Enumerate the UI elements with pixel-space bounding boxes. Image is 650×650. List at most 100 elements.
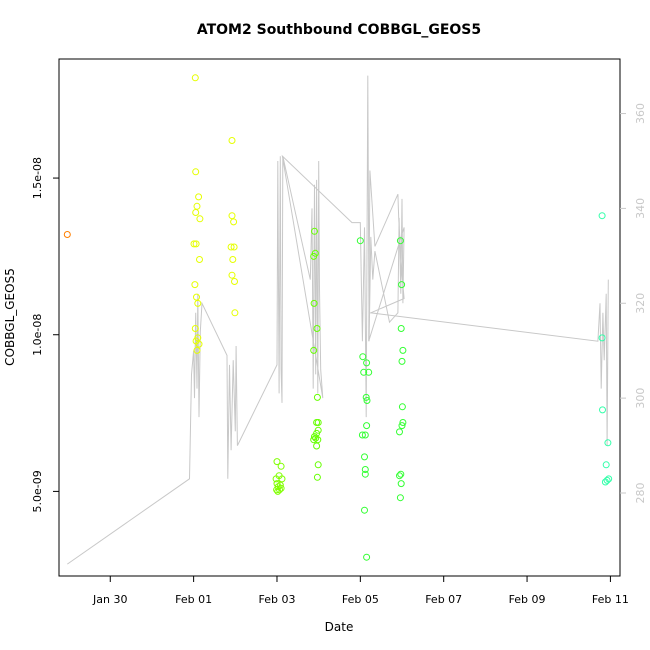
data-point bbox=[361, 431, 369, 439]
data-point bbox=[362, 393, 370, 401]
x-tick-label: Feb 07 bbox=[425, 593, 462, 606]
data-point bbox=[361, 466, 369, 473]
data-point bbox=[603, 476, 611, 484]
data-point bbox=[196, 215, 204, 223]
data-point bbox=[278, 475, 286, 483]
data-point bbox=[363, 359, 371, 367]
data-point bbox=[310, 346, 318, 354]
data-point bbox=[229, 256, 237, 263]
data-point bbox=[276, 486, 283, 494]
data-point bbox=[276, 481, 284, 489]
y2-tick-label: 340 bbox=[634, 198, 647, 219]
data-point bbox=[273, 486, 281, 494]
data-point bbox=[361, 470, 369, 478]
data-point bbox=[191, 281, 199, 289]
data-point bbox=[314, 419, 322, 426]
data-point bbox=[602, 461, 610, 469]
data-point bbox=[398, 357, 406, 365]
data-point bbox=[231, 278, 238, 285]
data-point bbox=[397, 325, 405, 332]
data-point bbox=[192, 240, 200, 248]
x-tick-label: Feb 03 bbox=[258, 593, 295, 606]
data-point bbox=[398, 281, 406, 289]
data-point bbox=[228, 271, 236, 279]
data-point bbox=[274, 487, 282, 495]
altitude-trace-layer bbox=[67, 75, 609, 565]
data-point bbox=[228, 137, 236, 144]
data-point bbox=[230, 243, 238, 251]
y-tick-label: 1.0e-08 bbox=[31, 314, 44, 356]
data-point bbox=[313, 393, 321, 401]
data-point bbox=[273, 458, 281, 466]
x-tick-label: Feb 11 bbox=[592, 593, 629, 606]
x-tick-label: Jan 30 bbox=[92, 593, 127, 606]
x-tick-label: Feb 09 bbox=[509, 593, 546, 606]
data-point bbox=[363, 553, 371, 561]
data-point bbox=[399, 346, 407, 354]
points-layer bbox=[63, 74, 613, 561]
data-point bbox=[365, 368, 373, 376]
data-point bbox=[190, 240, 198, 248]
data-point bbox=[312, 434, 320, 442]
data-point bbox=[230, 218, 238, 226]
data-point bbox=[396, 494, 404, 502]
data-point bbox=[313, 325, 321, 332]
data-point bbox=[359, 353, 367, 361]
data-point bbox=[231, 309, 239, 317]
data-point bbox=[361, 506, 368, 514]
y2-tick-label: 320 bbox=[634, 293, 647, 314]
data-point bbox=[193, 293, 200, 301]
data-point bbox=[277, 462, 285, 470]
y-tick-label: 1.5e-08 bbox=[31, 157, 44, 199]
x-axis: Jan 30 Feb 01 Feb 03 Feb 05 Feb 07 Feb 09 Feb … bbox=[92, 576, 629, 606]
data-point bbox=[313, 473, 321, 481]
data-point bbox=[358, 431, 366, 439]
data-point bbox=[396, 472, 403, 480]
data-point bbox=[363, 397, 371, 404]
plot-frame bbox=[58, 58, 621, 577]
data-point bbox=[228, 212, 236, 220]
x-tick-label: Feb 01 bbox=[175, 593, 212, 606]
data-point bbox=[193, 346, 201, 354]
data-point bbox=[314, 461, 322, 469]
data-point bbox=[598, 212, 606, 220]
data-point bbox=[397, 480, 405, 488]
data-point bbox=[194, 299, 202, 307]
data-point bbox=[314, 436, 322, 444]
data-point bbox=[398, 422, 406, 430]
data-point bbox=[360, 368, 368, 376]
data-point bbox=[310, 299, 318, 307]
y-tick-label: 5.0e-09 bbox=[31, 470, 44, 512]
data-point bbox=[191, 325, 199, 332]
data-point bbox=[63, 231, 71, 238]
data-point bbox=[196, 256, 203, 263]
x-axis-label: Date bbox=[325, 620, 354, 634]
data-point bbox=[398, 403, 406, 411]
y2-tick-label: 280 bbox=[634, 482, 647, 503]
y2-tick-label: 360 bbox=[634, 103, 647, 124]
data-point bbox=[604, 439, 612, 447]
data-point bbox=[399, 419, 407, 426]
data-point bbox=[599, 406, 606, 414]
data-point bbox=[396, 237, 404, 245]
altitude-trace-line bbox=[67, 75, 609, 565]
y-axis-label: COBBGL_GEOS5 bbox=[3, 268, 17, 366]
data-point bbox=[356, 237, 364, 245]
data-point bbox=[363, 422, 371, 430]
data-point bbox=[310, 436, 318, 444]
data-point bbox=[195, 340, 203, 348]
data-point bbox=[191, 74, 199, 82]
data-point bbox=[361, 453, 368, 461]
data-point bbox=[598, 334, 606, 342]
data-point bbox=[227, 243, 235, 251]
chart-title: ATOM2 Southbound COBBGL_GEOS5 bbox=[197, 22, 481, 38]
data-point bbox=[601, 478, 609, 486]
data-point bbox=[192, 209, 200, 216]
data-point bbox=[310, 252, 318, 260]
data-point bbox=[311, 227, 318, 235]
data-point bbox=[397, 470, 405, 478]
data-point bbox=[396, 428, 403, 436]
data-point bbox=[195, 193, 203, 201]
data-point bbox=[313, 442, 321, 450]
data-point bbox=[193, 202, 201, 210]
